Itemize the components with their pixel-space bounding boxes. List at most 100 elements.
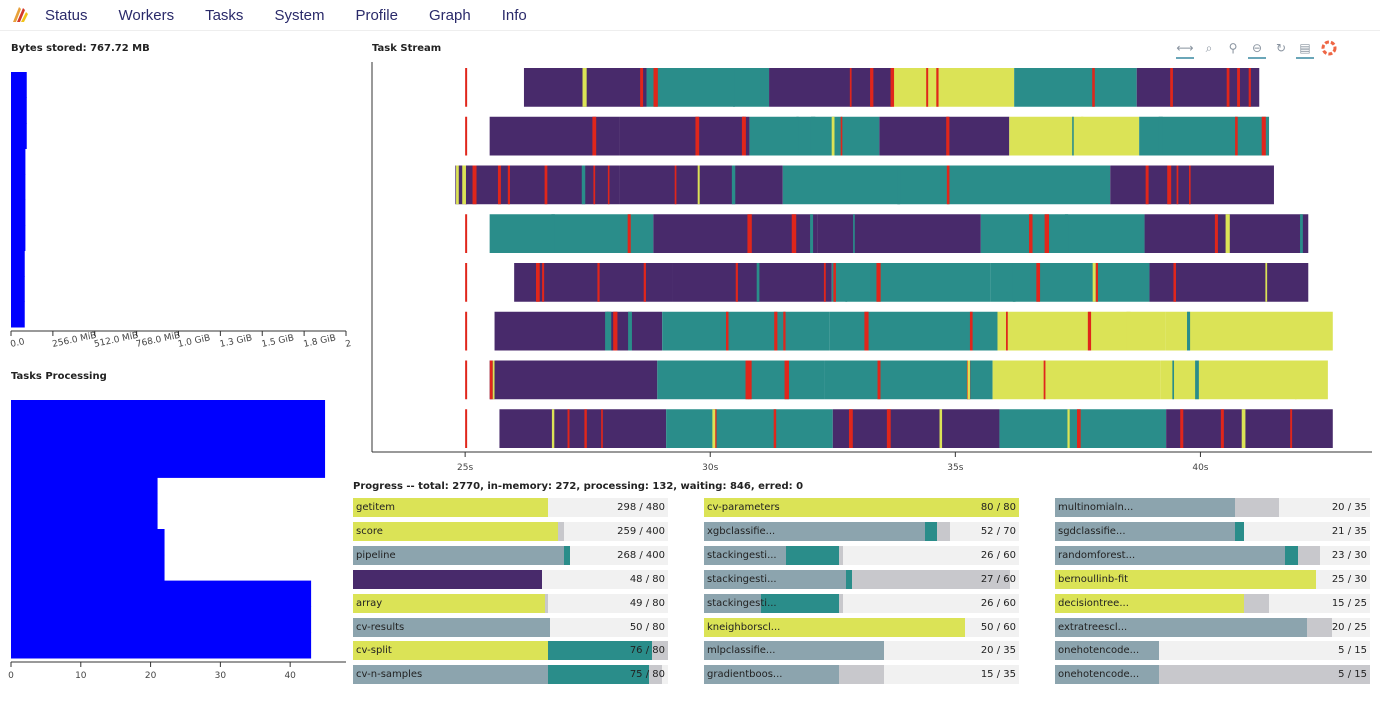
processing-bar — [11, 400, 326, 427]
progress-row[interactable]: stackingesti... 27 / 60 — [704, 569, 1019, 589]
bytes-tick-label: 1.0 GiB — [177, 333, 211, 350]
progress-row[interactable]: gradientboos... 15 / 35 — [704, 665, 1019, 685]
progress-processing-fill — [548, 641, 653, 661]
reset-icon[interactable]: ↻ — [1275, 41, 1287, 55]
task-segment — [465, 214, 468, 253]
processing-bar — [11, 477, 158, 504]
progress-row[interactable]: 48 / 80 — [353, 569, 668, 589]
task-segment — [1165, 311, 1333, 351]
progress-task-name: cv-results — [356, 621, 405, 633]
zoom-out-icon[interactable]: ⊖ — [1248, 39, 1266, 59]
progress-row[interactable]: sgdclassifie... 21 / 35 — [1055, 521, 1370, 541]
progress-memory-fill — [353, 498, 549, 517]
nav-status[interactable]: Status — [45, 6, 88, 24]
task-segment — [1261, 116, 1266, 156]
task-segment — [1126, 311, 1131, 351]
task-segment — [489, 116, 620, 156]
processing-bar — [11, 451, 326, 478]
nav-graph[interactable]: Graph — [428, 6, 471, 24]
progress-row[interactable]: mlpclassifie... 20 / 35 — [704, 641, 1019, 661]
task-segment — [782, 165, 947, 205]
progress-row[interactable]: stackingesti... 26 / 60 — [704, 545, 1019, 565]
nav-system[interactable]: System — [274, 6, 325, 24]
bytes-tick-label: 768.0 MiB — [135, 331, 181, 350]
progress-processing-fill — [564, 545, 571, 565]
nav-workers[interactable]: Workers — [118, 6, 175, 24]
nav-info[interactable]: Info — [501, 6, 527, 24]
progress-processing-fill — [760, 593, 840, 613]
progress-row[interactable]: randomforest... 23 / 30 — [1055, 545, 1370, 565]
task-segment — [465, 116, 468, 156]
task-segment — [1166, 409, 1333, 448]
progress-row[interactable]: score 259 / 400 — [353, 521, 668, 541]
task-segment — [1295, 360, 1297, 400]
task-segment — [879, 116, 1010, 156]
progress-row[interactable]: cv-split 76 / 80 — [353, 641, 668, 661]
progress-row[interactable]: bernoullinb-fit 25 / 30 — [1055, 569, 1370, 589]
progress-row[interactable]: getitem 298 / 480 — [353, 498, 668, 517]
progress-memory-fill — [353, 617, 550, 637]
bokeh-logo-icon[interactable] — [1320, 39, 1338, 59]
task-segment — [747, 214, 752, 253]
bytes-bar — [11, 174, 26, 200]
hover-icon[interactable]: ▤ — [1296, 39, 1314, 59]
progress-row[interactable]: cv-n-samples 75 / 80 — [353, 665, 668, 685]
progress-row[interactable]: pipeline 268 / 400 — [353, 545, 668, 565]
task-segment — [1158, 116, 1163, 156]
task-segment — [657, 360, 825, 400]
task-segment — [999, 409, 1167, 448]
task-segment — [605, 311, 609, 351]
tasks-processing-title: Tasks Processing — [11, 371, 107, 382]
task-segment — [1081, 116, 1084, 156]
task-segment — [969, 311, 973, 351]
task-stream-row — [465, 68, 1260, 107]
dask-logo-icon[interactable] — [9, 4, 31, 26]
box-zoom-icon[interactable]: ⌕ — [1205, 40, 1213, 55]
pan-icon[interactable]: ⟷ — [1176, 39, 1194, 59]
task-segment — [472, 165, 477, 205]
task-segment — [544, 165, 548, 205]
nav-profile[interactable]: Profile — [355, 6, 398, 24]
task-segment — [725, 311, 729, 351]
progress-task-name: gradientboos... — [707, 669, 783, 681]
task-segment — [748, 360, 752, 400]
task-segment — [551, 409, 555, 448]
task-segment — [967, 360, 970, 400]
progress-row[interactable]: cv-results 50 / 80 — [353, 617, 668, 637]
task-segment — [791, 214, 797, 253]
processing-tick-label: 20 — [145, 671, 157, 681]
task-segment — [712, 409, 716, 448]
progress-count: 26 / 60 — [980, 597, 1016, 609]
task-segment — [1072, 116, 1074, 156]
task-segment — [672, 263, 832, 302]
progress-row[interactable]: onehotencode... 5 / 15 — [1055, 665, 1370, 685]
nav-tasks[interactable]: Tasks — [205, 6, 244, 24]
progress-count: 20 / 25 — [1331, 621, 1367, 633]
progress-memory-fill — [704, 617, 966, 637]
progress-count: 50 / 80 — [629, 621, 665, 633]
progress-memory-fill — [353, 545, 565, 565]
bytes-bar — [11, 276, 25, 302]
task-segment — [465, 311, 468, 351]
progress-memory-fill — [704, 521, 925, 541]
task-segment — [627, 214, 631, 253]
processing-bar — [11, 425, 326, 453]
wheel-zoom-icon[interactable]: ⚲ — [1228, 41, 1238, 55]
task-segment — [1110, 165, 1274, 205]
progress-row[interactable]: array 49 / 80 — [353, 593, 668, 613]
progress-row[interactable]: kneighborscl... 50 / 60 — [704, 617, 1019, 637]
progress-row[interactable]: xgbclassifie... 52 / 70 — [704, 521, 1019, 541]
progress-row[interactable]: multinomialn... 20 / 35 — [1055, 498, 1370, 517]
progress-row[interactable]: decisiontree... 15 / 25 — [1055, 593, 1370, 613]
task-segment — [1009, 116, 1140, 156]
progress-row[interactable]: stackingesti... 26 / 60 — [704, 593, 1019, 613]
task-segment — [848, 409, 853, 448]
bytes-bar — [11, 72, 27, 98]
progress-row[interactable]: onehotencode... 5 / 15 — [1055, 641, 1370, 661]
progress-row[interactable]: extratreescl... 20 / 25 — [1055, 617, 1370, 637]
task-segment — [1006, 311, 1008, 351]
progress-row[interactable]: cv-parameters 80 / 80 — [704, 498, 1019, 517]
progress-waiting-fill — [557, 521, 565, 541]
task-segment — [1226, 68, 1230, 107]
progress-task-name: decisiontree... — [1058, 597, 1129, 609]
